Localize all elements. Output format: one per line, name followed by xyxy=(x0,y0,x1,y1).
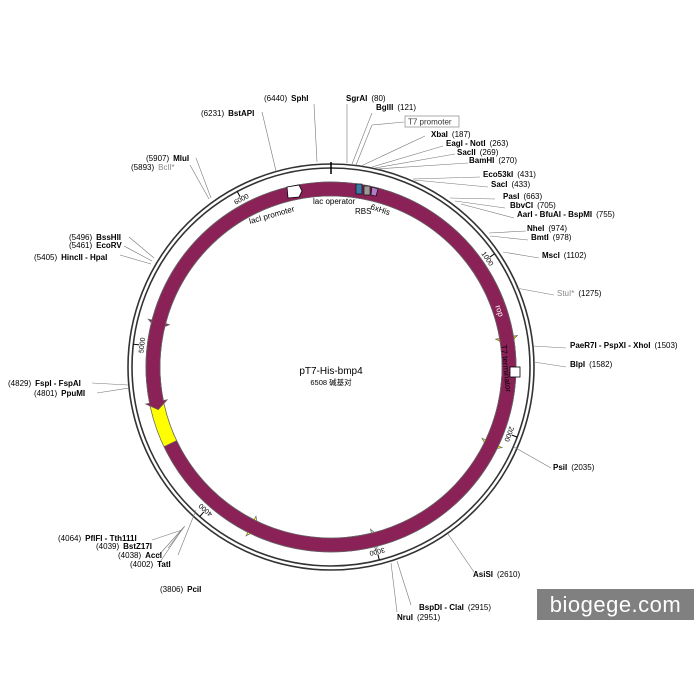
tick-1000 xyxy=(489,253,495,258)
site-bcli: (5893) BclI* xyxy=(131,163,175,172)
features-layer: lacIBmp4f1 oriKanRorirop xyxy=(144,181,519,553)
site-xhoi: PaeR7I - PspXI - XhoI (1503) xyxy=(570,341,678,350)
site-sgrai: SgrAI (80) xyxy=(346,94,386,103)
site-msci: MscI (1102) xyxy=(542,251,587,260)
site-tth111i: (4064) PflFI - Tth111I xyxy=(58,534,137,543)
tick-4000 xyxy=(199,511,205,517)
watermark: biogege.com xyxy=(537,589,694,620)
tick-3000 xyxy=(377,554,380,561)
tick-2000 xyxy=(511,434,518,438)
site-xbai: XbaI (187) xyxy=(431,130,471,139)
site-blpi: BlpI (1582) xyxy=(570,360,613,369)
tick-5000 xyxy=(133,343,140,346)
lac-operator-box xyxy=(355,183,363,195)
site-saci: SacI (433) xyxy=(491,180,530,189)
t7-promoter-label: T7 promoter xyxy=(408,118,452,127)
rbs-box xyxy=(363,185,371,196)
site-sacii: SacII (269) xyxy=(457,148,499,157)
site-bsshii: (5496) BssHII xyxy=(69,233,121,242)
his-tag-arrow xyxy=(370,186,379,197)
leader-lines xyxy=(91,103,567,613)
site-acci: (4038) AccI xyxy=(118,551,162,560)
site-aari: AarI - BfuAI - BspMI (755) xyxy=(517,210,615,219)
tick-label-3000: 3000 xyxy=(369,546,386,557)
rbs-label: RBS xyxy=(355,207,371,216)
site-bstz17i: (4039) BstZ17I xyxy=(96,542,152,551)
site-sphi: (6440) SphI xyxy=(264,94,308,103)
site-bglii: BglII (121) xyxy=(376,103,416,112)
site-hincii: (5405) HincII - HpaI xyxy=(34,253,107,262)
lac-operator-label: lac operator xyxy=(313,197,356,206)
tick-6000 xyxy=(236,191,241,197)
site-stui: StuI* (1275) xyxy=(557,289,602,298)
plasmid-name: pT7-His-bmp4 xyxy=(299,366,363,377)
restriction-sites: (6440) SphI SgrAI (80) BglII (121) XbaI (187… xyxy=(8,94,678,622)
site-psii: PsiI (2035) xyxy=(553,463,595,472)
site-ecorv: (5461) EcoRV xyxy=(69,241,122,250)
site-bamhi: BamHI (270) xyxy=(469,156,517,165)
site-mlui: (5907) MluI xyxy=(146,154,189,163)
feature-rop xyxy=(144,181,517,553)
site-bmti: BmtI (978) xyxy=(531,233,572,242)
site-bstapi: (6231) BstAPI xyxy=(201,109,254,118)
site-nhei: NheI (974) xyxy=(527,224,567,233)
t7-terminator-box xyxy=(509,366,521,378)
site-pasi: PasI (663) xyxy=(503,192,542,201)
site-clai: BspDI - ClaI (2915) xyxy=(419,603,491,612)
site-eagi-noti: EagI - NotI (263) xyxy=(446,139,509,148)
site-bbvci: BbvCI (705) xyxy=(510,201,556,210)
site-tati: (4002) TatI xyxy=(130,560,171,569)
site-pcii: (3806) PciI xyxy=(160,585,201,594)
site-nrui: NruI (2951) xyxy=(397,613,440,622)
lac-promoter-arrow xyxy=(286,184,303,199)
plasmid-size: 6508 碱基对 xyxy=(310,377,352,387)
site-fspi: (4829) FspI - FspAI xyxy=(8,379,81,388)
feature-label-rop: rop xyxy=(493,304,505,318)
site-ppumi: (4801) PpuMI xyxy=(34,389,85,398)
site-asisi: AsiSI (2610) xyxy=(473,570,520,579)
t7-promoter-box xyxy=(404,115,460,128)
site-eco53ki: Eco53kI (431) xyxy=(483,170,536,179)
tick-label-5000: 5000 xyxy=(138,337,147,353)
